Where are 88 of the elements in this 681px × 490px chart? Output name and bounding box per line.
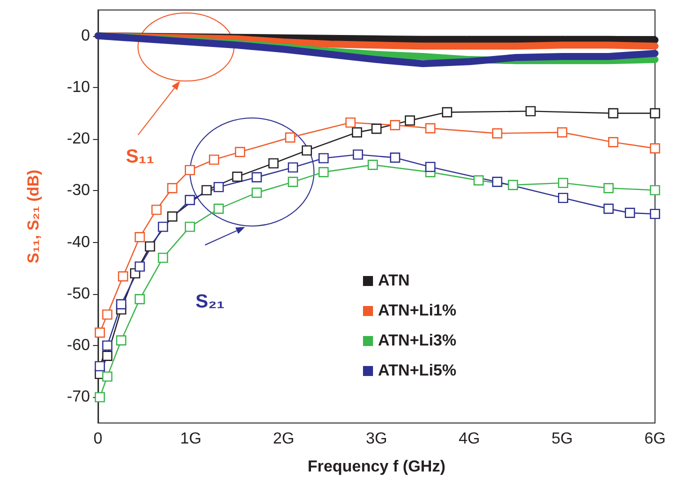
point xyxy=(345,117,356,128)
point xyxy=(102,371,112,382)
y-tick-label: -40 xyxy=(66,234,90,251)
point xyxy=(158,252,168,263)
point xyxy=(214,204,224,214)
point xyxy=(102,350,112,361)
point xyxy=(492,128,502,138)
point xyxy=(252,188,262,198)
annotation: S₂₁ xyxy=(196,292,225,312)
y-tick-label: -50 xyxy=(66,285,90,302)
x-tick-label: 1G xyxy=(180,430,202,448)
point xyxy=(285,132,296,143)
point xyxy=(508,180,518,190)
point xyxy=(102,340,112,351)
point xyxy=(352,149,364,160)
x-tick-label: 2G xyxy=(272,430,294,448)
point xyxy=(318,167,329,178)
x-tick-label: 4G xyxy=(458,430,480,448)
point xyxy=(208,154,220,165)
point xyxy=(650,185,660,196)
point xyxy=(608,108,618,118)
y-tick-label: -10 xyxy=(66,78,90,96)
x-tick-label: 0 xyxy=(94,430,103,448)
point xyxy=(650,143,660,154)
point xyxy=(167,183,178,194)
point xyxy=(184,194,196,206)
point xyxy=(184,222,196,232)
point xyxy=(603,183,614,194)
y-axis-title: S₁₁, S₂₁ (dB) xyxy=(26,170,42,264)
point xyxy=(94,361,105,372)
point xyxy=(94,392,105,402)
legend-label: ATN+Li5% xyxy=(378,362,456,380)
point xyxy=(650,108,660,118)
point xyxy=(558,192,568,204)
point xyxy=(151,204,162,215)
point xyxy=(158,222,168,232)
y-tick-label: 0 xyxy=(81,27,90,44)
annotation: S₁₁ xyxy=(126,146,154,168)
x-tick-label: 3G xyxy=(366,430,388,448)
point xyxy=(167,211,178,222)
point xyxy=(234,146,246,158)
point xyxy=(118,271,128,282)
legend-label: ATN xyxy=(378,272,410,290)
point xyxy=(650,208,660,220)
point xyxy=(268,158,279,168)
x-axis-title: Frequency f (GHz) xyxy=(308,458,446,476)
point xyxy=(557,127,568,138)
point xyxy=(288,176,298,188)
point xyxy=(202,185,212,196)
point xyxy=(390,152,400,163)
x-tick-label: 6G xyxy=(644,430,666,448)
point xyxy=(492,176,502,188)
point xyxy=(442,107,452,118)
point xyxy=(134,232,145,242)
y-tick-label: -70 xyxy=(66,388,90,406)
point xyxy=(302,145,312,156)
point xyxy=(318,153,329,164)
point xyxy=(94,328,105,338)
point xyxy=(184,164,196,176)
legend-label: ATN+Li3% xyxy=(378,332,456,350)
y-tick-label: -60 xyxy=(66,337,90,354)
point xyxy=(371,124,382,134)
point xyxy=(390,120,400,130)
point xyxy=(608,137,618,148)
point xyxy=(102,309,112,320)
point xyxy=(288,162,298,173)
point xyxy=(232,172,242,182)
legend-label: ATN+Li1% xyxy=(378,302,456,320)
point xyxy=(116,335,126,346)
point xyxy=(474,175,484,186)
point xyxy=(144,241,156,252)
point xyxy=(116,299,126,310)
point xyxy=(352,127,362,138)
point xyxy=(425,162,436,172)
point xyxy=(624,208,636,218)
point xyxy=(214,182,224,192)
point xyxy=(558,178,568,188)
point xyxy=(368,160,378,170)
point xyxy=(404,115,416,126)
point xyxy=(134,261,145,272)
point xyxy=(603,204,614,214)
x-tick-label: 5G xyxy=(551,430,573,448)
y-tick-label: -20 xyxy=(66,130,90,148)
point xyxy=(134,294,145,304)
point xyxy=(425,123,436,134)
y-tick-label: -30 xyxy=(66,182,90,200)
point xyxy=(252,172,262,182)
point xyxy=(526,106,536,116)
